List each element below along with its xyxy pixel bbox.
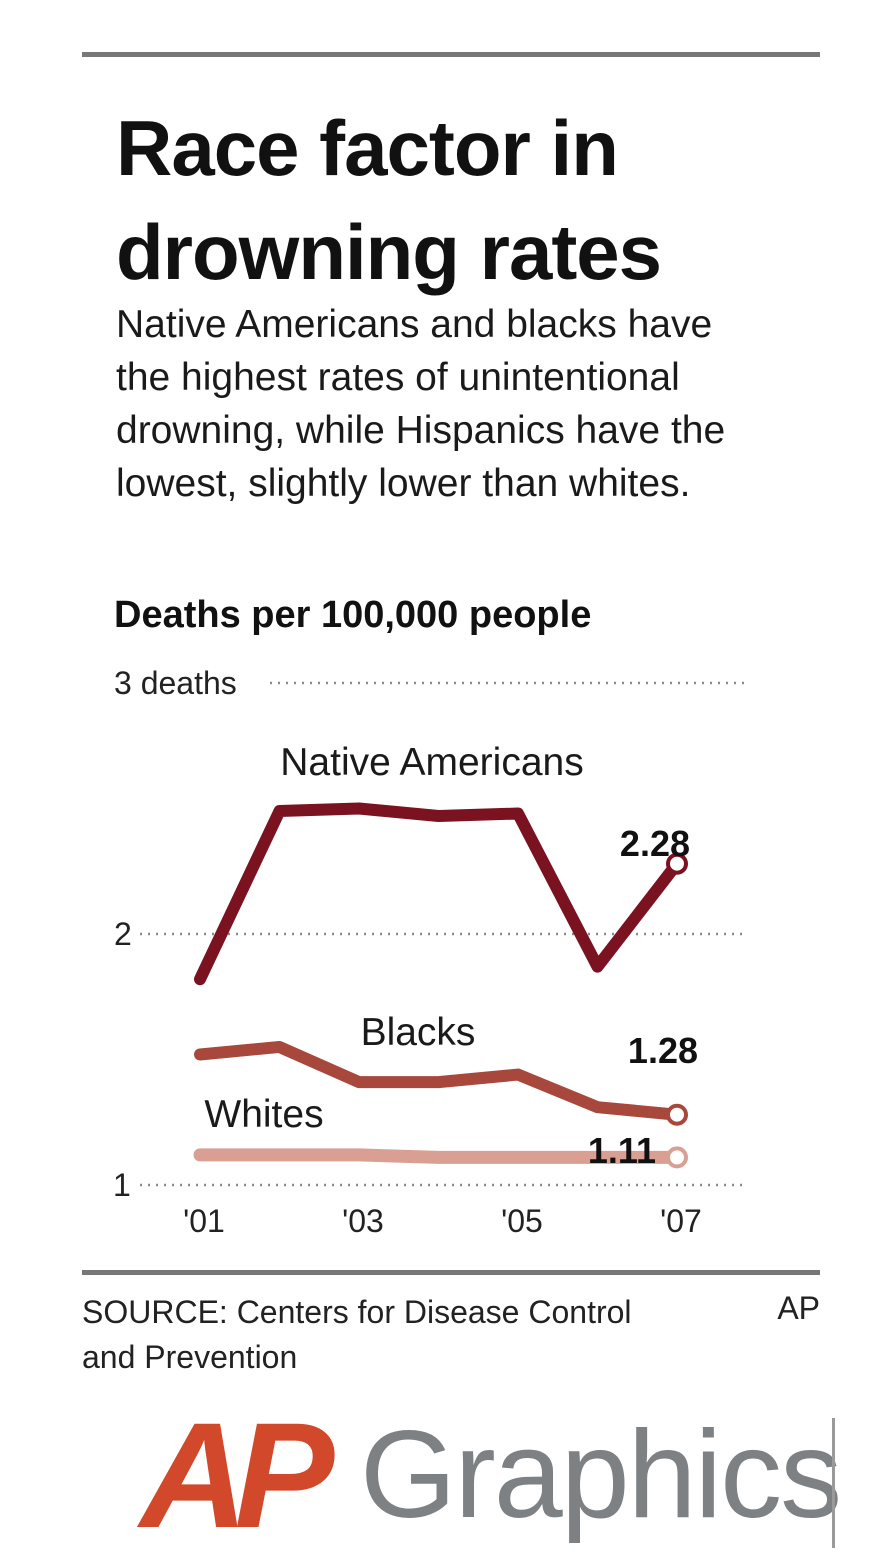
series-name-label: Blacks: [361, 1011, 476, 1054]
series-lines: [193, 802, 688, 1169]
y-tick-label: 1: [113, 1167, 131, 1203]
series-name-label: Whites: [204, 1093, 323, 1136]
x-tick-label: '07: [660, 1203, 702, 1239]
top-rule: [82, 52, 820, 57]
x-tick-label: '03: [342, 1203, 384, 1239]
series-labels: Native Americans Blacks Whites 2.28 1.28 1.11: [204, 741, 698, 1171]
logo-divider: [832, 1418, 835, 1548]
chart-subtitle: Native Americans and blacks have the hig…: [116, 303, 726, 505]
y-axis-ticks: 1 2 3 deaths: [113, 665, 237, 1203]
logo-mark: AP: [140, 1391, 334, 1559]
end-point-marker: [666, 1103, 688, 1126]
series-line-native-americans: [194, 802, 683, 986]
credit-label: AP: [777, 1290, 820, 1326]
y-tick-label: 2: [114, 916, 132, 952]
chart-title: Race factor in drowning rates: [116, 104, 662, 296]
ap-graphics-logo: AP Graphics: [140, 1400, 860, 1550]
end-value-label: 1.11: [588, 1130, 656, 1171]
logo-word: Graphics: [360, 1406, 842, 1544]
unit-label: Deaths per 100,000 people: [114, 594, 592, 636]
bottom-rule: [82, 1270, 820, 1275]
series-line-blacks: [194, 1040, 683, 1121]
end-value-label: 2.28: [620, 823, 690, 864]
end-value-label: 1.28: [628, 1030, 698, 1071]
end-point-marker: [666, 852, 688, 875]
x-axis-ticks: '01 '03 '05 '07: [183, 1203, 702, 1239]
gridlines: [140, 681, 745, 1187]
end-point-marker: [666, 1146, 688, 1169]
source-note: SOURCE: Centers for Disease Control and …: [82, 1294, 632, 1375]
x-tick-label: '05: [501, 1203, 543, 1239]
x-tick-label: '01: [183, 1203, 225, 1239]
y-tick-label: 3 deaths: [114, 665, 237, 701]
series-line-whites: [193, 1148, 684, 1164]
series-name-label: Native Americans: [280, 741, 583, 784]
